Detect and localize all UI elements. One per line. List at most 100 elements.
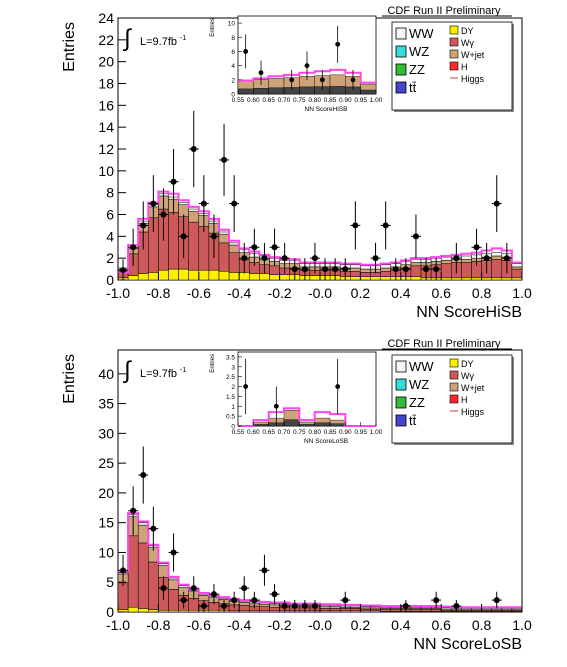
- data-point: [160, 585, 167, 592]
- legend-swatch: [449, 370, 459, 380]
- data-point: [231, 597, 238, 604]
- y-tick-label: 6: [106, 207, 114, 223]
- stack-bar-wjet: [158, 565, 169, 578]
- data-point: [402, 266, 409, 273]
- data-point: [130, 507, 137, 514]
- inset-data-point: [258, 70, 264, 76]
- legend-label: tt̄: [409, 413, 417, 428]
- stack-bar-dy: [228, 272, 240, 281]
- x-tick-label: 0.4: [391, 617, 411, 633]
- x-tick-label: -1.0: [106, 617, 130, 633]
- data-point: [473, 244, 480, 251]
- data-point: [200, 200, 207, 207]
- stack-bar-ww: [491, 252, 503, 257]
- data-point: [150, 525, 157, 532]
- stack-bar-ww: [461, 608, 472, 610]
- stack-bar-w: [188, 598, 200, 611]
- inset-x-tick-label: 0.95: [354, 429, 367, 436]
- inset-data-point: [335, 41, 341, 47]
- data-point: [200, 603, 207, 610]
- data-point: [493, 200, 500, 207]
- stack-bar-dy: [279, 274, 290, 281]
- x-tick-label: -0.8: [146, 617, 170, 633]
- inset-y-tick-label: 3.5: [226, 354, 235, 361]
- stack-bar-ww: [259, 602, 270, 605]
- inset-stack-bar-dark: [329, 86, 346, 95]
- data-point: [342, 597, 349, 604]
- legend-label: WW: [409, 359, 434, 374]
- stack-bar-wjet: [410, 262, 422, 267]
- lumi-label: L=9.7fb: [140, 36, 177, 48]
- inset-y-tick-label: 1.5: [226, 394, 235, 401]
- stack-bar-w: [269, 265, 280, 275]
- stack-bar-wjet: [440, 260, 452, 264]
- stack-bar-dy: [461, 277, 472, 281]
- legend-swatch: [449, 49, 459, 59]
- stack-bar-w: [168, 589, 179, 611]
- stack-bar-wjet: [238, 602, 250, 606]
- x-tick-label: -0.2: [268, 617, 292, 633]
- legend-label: H: [461, 395, 468, 405]
- stack-bar-wjet: [350, 267, 361, 272]
- stack-bar-w: [430, 609, 442, 612]
- y-tick-label: 20: [98, 54, 114, 70]
- data-point: [503, 255, 510, 262]
- inset-x-tick-label: 0.55: [232, 97, 245, 104]
- stack-bar-ww: [501, 608, 513, 610]
- inset-x-tick-label: 0.85: [324, 429, 337, 436]
- data-point: [180, 597, 187, 604]
- stack-bar-dy: [208, 609, 220, 613]
- legend-swatch: [395, 63, 407, 76]
- y-tick-label: 2: [106, 250, 114, 266]
- legend-label: Wγ: [461, 371, 474, 381]
- data-point: [281, 255, 288, 262]
- integral-symbol: ∫: [122, 357, 132, 384]
- inset-x-tick-label: 0.60: [247, 429, 260, 436]
- inset-stack-bar-dark: [268, 87, 285, 95]
- stack-bar-w: [339, 608, 351, 612]
- stack-bar-w: [168, 212, 179, 270]
- legend-label: ZZ: [409, 62, 425, 77]
- data-point: [453, 603, 460, 610]
- stack-bar-wjet: [188, 210, 200, 223]
- inset-x-tick-label: 0.75: [293, 97, 306, 104]
- legend-swatch: [395, 378, 407, 391]
- stack-bar-w: [148, 561, 159, 610]
- stack-bar-wjet: [137, 524, 149, 544]
- y-tick-label: 0: [106, 604, 114, 620]
- stack-bar-dy: [158, 609, 169, 613]
- stack-bar-dy: [178, 609, 189, 613]
- inset-data-point: [243, 384, 249, 389]
- y-tick-label: 10: [98, 544, 114, 560]
- data-point: [301, 266, 308, 273]
- inset-data-point: [350, 77, 356, 83]
- inset-x-tick-label: 0.90: [339, 97, 352, 104]
- x-tick-label: -0.4: [227, 617, 251, 633]
- legend-label: Wγ: [461, 38, 474, 48]
- stack-bar-ww: [410, 259, 422, 263]
- stack-bar-w: [319, 608, 331, 612]
- stack-bar-w: [198, 226, 210, 271]
- stack-bar-wjet: [380, 267, 391, 272]
- y-tick-label: 0: [106, 272, 114, 288]
- legend-label: DY: [461, 26, 474, 36]
- stack-bar-ww: [178, 585, 189, 588]
- stack-bar-w: [238, 605, 250, 612]
- inset-stack-bar-dark: [314, 422, 331, 427]
- legend-swatch: [449, 394, 459, 404]
- data-point: [311, 255, 318, 262]
- stack-bar-dy: [168, 609, 179, 613]
- stack-bar-dy: [481, 277, 492, 281]
- data-point: [352, 222, 359, 229]
- stack-bar-w: [117, 582, 129, 610]
- inset-stack-bar-dark: [253, 424, 269, 427]
- inset-data-point: [289, 77, 295, 83]
- inset-stack-bar-dark: [360, 89, 377, 95]
- stack-bar-ww: [390, 606, 402, 609]
- stack-bar-wjet: [491, 255, 503, 260]
- inset-x-tick-label: 0.75: [293, 429, 306, 436]
- data-point: [261, 567, 268, 574]
- stack-bar-dy: [178, 268, 189, 281]
- stack-bar-ww: [350, 264, 361, 269]
- stack-bar-dy: [350, 276, 361, 281]
